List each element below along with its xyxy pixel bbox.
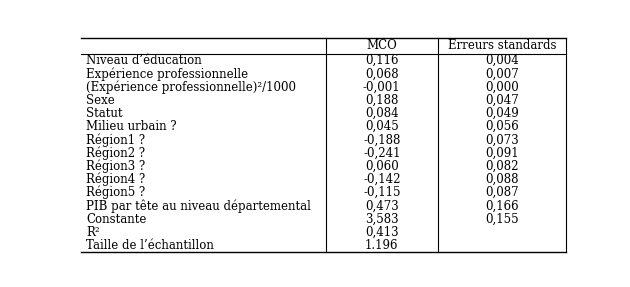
Text: 0,473: 0,473: [365, 199, 399, 212]
Text: Région5 ?: Région5 ?: [86, 186, 146, 199]
Text: Expérience professionnelle: Expérience professionnelle: [86, 67, 248, 81]
Text: 0,007: 0,007: [485, 67, 518, 80]
Text: 0,088: 0,088: [485, 173, 518, 186]
Text: 0,060: 0,060: [365, 160, 399, 173]
Text: -0,241: -0,241: [363, 147, 401, 160]
Text: 0,000: 0,000: [485, 81, 518, 94]
Text: -0,142: -0,142: [363, 173, 401, 186]
Text: PIB par tête au niveau départemental: PIB par tête au niveau départemental: [86, 199, 311, 213]
Text: 1.196: 1.196: [365, 239, 399, 252]
Text: 0,082: 0,082: [485, 160, 518, 173]
Text: 0,068: 0,068: [365, 67, 399, 80]
Text: 0,155: 0,155: [485, 213, 518, 226]
Text: Milieu urbain ?: Milieu urbain ?: [86, 120, 176, 133]
Text: Erreurs standards: Erreurs standards: [447, 39, 556, 53]
Text: Région1 ?: Région1 ?: [86, 133, 145, 147]
Text: Niveau d’éducation: Niveau d’éducation: [86, 54, 202, 67]
Text: 0,413: 0,413: [365, 226, 399, 239]
Text: 0,116: 0,116: [365, 54, 399, 67]
Text: Statut: Statut: [86, 107, 123, 120]
Text: 0,084: 0,084: [365, 107, 399, 120]
Text: R²: R²: [86, 226, 100, 239]
Text: 3,583: 3,583: [365, 213, 399, 226]
Text: 0,091: 0,091: [485, 147, 518, 160]
Text: Région4 ?: Région4 ?: [86, 173, 146, 186]
Text: 0,004: 0,004: [485, 54, 518, 67]
Text: 0,166: 0,166: [485, 199, 518, 212]
Text: 0,056: 0,056: [485, 120, 518, 133]
Text: Région2 ?: Région2 ?: [86, 146, 145, 160]
Text: Taille de l’échantillon: Taille de l’échantillon: [86, 239, 214, 252]
Text: 0,188: 0,188: [365, 94, 398, 107]
Text: Région3 ?: Région3 ?: [86, 160, 146, 173]
Text: 0,047: 0,047: [485, 94, 518, 107]
Text: -0,115: -0,115: [363, 186, 401, 199]
Text: MCO: MCO: [367, 39, 397, 53]
Text: -0,001: -0,001: [363, 81, 401, 94]
Text: 0,087: 0,087: [485, 186, 518, 199]
Text: (Expérience professionnelle)²/1000: (Expérience professionnelle)²/1000: [86, 80, 296, 94]
Text: Sexe: Sexe: [86, 94, 115, 107]
Text: 0,045: 0,045: [365, 120, 399, 133]
Text: 0,073: 0,073: [485, 133, 518, 146]
Text: Constante: Constante: [86, 213, 146, 226]
Text: 0,049: 0,049: [485, 107, 518, 120]
Text: -0,188: -0,188: [363, 133, 401, 146]
